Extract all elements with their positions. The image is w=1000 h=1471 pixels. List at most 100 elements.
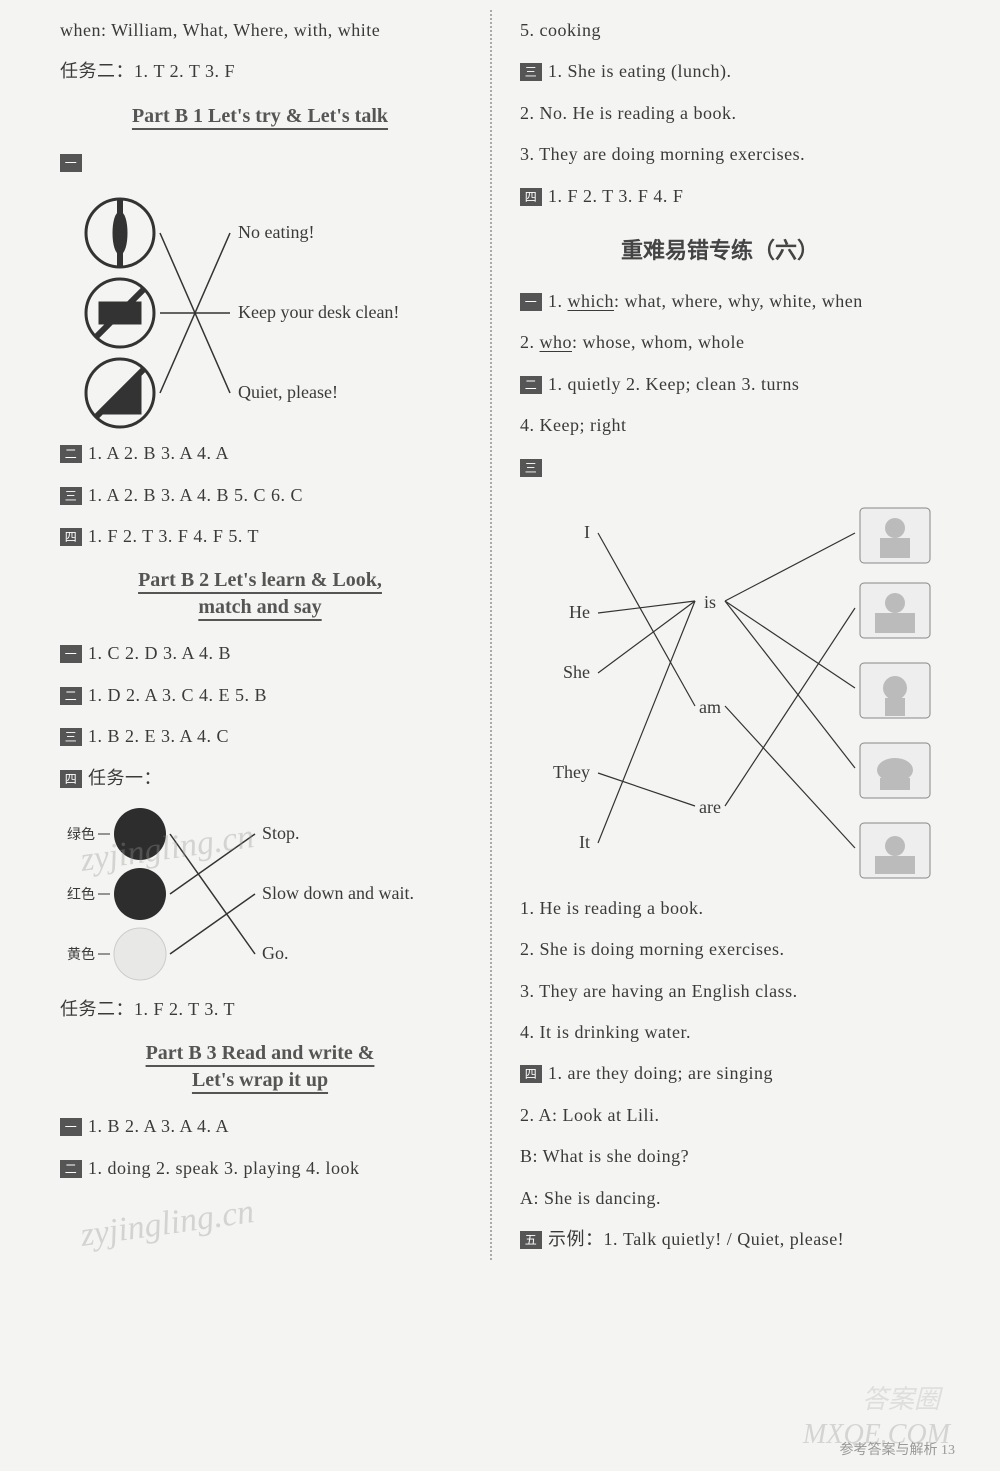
column-divider — [490, 10, 492, 1260]
answers: 1. quietly 2. Keep; clean 3. turns — [548, 374, 799, 394]
task-label: 四任务一： — [60, 758, 460, 799]
text-line: 3. They are doing morning exercises. — [520, 134, 920, 175]
text: : what, where, why, white, when — [614, 291, 863, 311]
underlined: who — [540, 332, 573, 352]
word: are — [699, 797, 721, 817]
match-label: No eating! — [238, 222, 314, 242]
answer-row: 五示例：1. Talk quietly! / Quiet, please! — [520, 1219, 920, 1260]
num-icon: 三 — [60, 728, 82, 746]
num-icon: 四 — [60, 770, 82, 788]
text-line: 任务二：1. F 2. T 3. T — [60, 989, 460, 1030]
text: 1. — [548, 291, 568, 311]
text-line: B: What is she doing? — [520, 1136, 920, 1177]
match-label: Quiet, please! — [238, 382, 338, 402]
part-title: Part B 2 Let's learn & Look, — [60, 569, 460, 592]
word: I — [584, 522, 590, 542]
num-icon: 五 — [520, 1231, 542, 1249]
num-icon: 四 — [520, 1065, 542, 1083]
num-icon: 二 — [60, 445, 82, 463]
answers: 1. A 2. B 3. A 4. A — [88, 443, 229, 463]
answer-row: 三 1. B 2. E 3. A 4. C — [60, 716, 460, 757]
color-label: 红色 — [67, 886, 95, 903]
page-footer: 参考答案与解析 13 — [840, 1439, 956, 1459]
answers: 1. B 2. A 3. A 4. A — [88, 1116, 229, 1136]
num-icon: 二 — [60, 687, 82, 705]
text-line: 2. She is doing morning exercises. — [520, 929, 920, 970]
answer-row: 四 1. are they doing; are singing — [520, 1053, 920, 1094]
answers: 1. F 2. T 3. F 4. F 5. T — [88, 526, 259, 546]
answers: 1. C 2. D 3. A 4. B — [88, 643, 231, 663]
text: 2. — [520, 332, 540, 352]
text-line: 3. They are having an English class. — [520, 971, 920, 1012]
answers: 1. F 2. T 3. F 4. F — [548, 186, 683, 206]
num-icon: 一 — [60, 645, 82, 663]
task-text: 任务一： — [88, 768, 162, 788]
word: am — [699, 697, 721, 717]
word: is — [704, 592, 716, 612]
answer-row: 一 1. which: what, where, why, white, when — [520, 281, 920, 322]
text-line: 4. It is drinking water. — [520, 1012, 920, 1053]
num-icon: 四 — [60, 528, 82, 546]
watermark: 答案圈 — [862, 1379, 940, 1416]
num-icon: 三 — [520, 459, 542, 477]
answers: 示例：1. Talk quietly! / Quiet, please! — [548, 1229, 844, 1249]
answer-row: 四 1. F 2. T 3. F 4. F 5. T — [60, 516, 460, 557]
num-icon: 二 — [60, 1160, 82, 1178]
answer-row: 二 1. A 2. B 3. A 4. A — [60, 433, 460, 474]
part-title: Part B 1 Let's try & Let's talk — [60, 105, 460, 128]
text-line: 2. A: Look at Lili. — [520, 1095, 920, 1136]
word: He — [569, 602, 590, 622]
answer-row: 二 1. D 2. A 3. C 4. E 5. B — [60, 675, 460, 716]
answers: 1. A 2. B 3. A 4. B 5. C 6. C — [88, 485, 303, 505]
underlined: which — [568, 291, 615, 311]
row-header: 一 — [60, 142, 460, 183]
word: She — [563, 662, 590, 682]
num-icon: 四 — [520, 188, 542, 206]
left-column: when: William, What, Where, with, white … — [50, 10, 490, 1260]
match-label: Go. — [262, 943, 289, 963]
answers: 1. D 2. A 3. C 4. E 5. B — [88, 685, 267, 705]
color-label: 绿色 — [67, 826, 95, 843]
answer-row: 四 1. F 2. T 3. F 4. F — [520, 176, 920, 217]
answer-row: 一 1. B 2. A 3. A 4. A — [60, 1106, 460, 1147]
answer-row: 三 1. A 2. B 3. A 4. B 5. C 6. C — [60, 475, 460, 516]
answers: 1. She is eating (lunch). — [548, 61, 731, 81]
num-icon: 一 — [520, 293, 542, 311]
match-label: Slow down and wait. — [262, 883, 414, 903]
answer-row: 一 1. C 2. D 3. A 4. B — [60, 633, 460, 674]
num-icon: 三 — [60, 487, 82, 505]
match-diagram-2: 绿色 红色 黄色 Stop. Slow down and wait. Go. — [60, 799, 450, 989]
text-line: when: William, What, Where, with, white — [60, 10, 460, 51]
text-line: A: She is dancing. — [520, 1178, 920, 1219]
text-line: 任务二：1. T 2. T 3. F — [60, 51, 460, 92]
text-line: 2. No. He is reading a book. — [520, 93, 920, 134]
num-icon: 一 — [60, 1118, 82, 1136]
right-column: 5. cooking 三 1. She is eating (lunch). 2.… — [490, 10, 930, 1260]
match-diagram-1: No eating! Keep your desk clean! Quiet, … — [60, 183, 420, 433]
text-line: 4. Keep; right — [520, 405, 920, 446]
match-label: Keep your desk clean! — [238, 302, 399, 322]
text-line: 5. cooking — [520, 10, 920, 51]
match-label: Stop. — [262, 823, 300, 843]
part-title: Part B 3 Read and write & — [60, 1042, 460, 1065]
num-icon: 三 — [520, 63, 542, 81]
part-title: match and say — [60, 596, 460, 619]
color-label: 黄色 — [67, 946, 95, 963]
text-line: 2. who: whose, whom, whole — [520, 322, 920, 363]
answer-row: 三 1. She is eating (lunch). — [520, 51, 920, 92]
text: : whose, whom, whole — [572, 332, 744, 352]
answers: 1. doing 2. speak 3. playing 4. look — [88, 1158, 359, 1178]
answers: 1. B 2. E 3. A 4. C — [88, 726, 229, 746]
row-header: 三 — [520, 447, 920, 488]
answer-row: 二 1. quietly 2. Keep; clean 3. turns — [520, 364, 920, 405]
match-diagram-3: I He She They It is am are — [520, 488, 950, 888]
answers: 1. are they doing; are singing — [548, 1063, 773, 1083]
num-icon: 二 — [520, 376, 542, 394]
answer-row: 二 1. doing 2. speak 3. playing 4. look — [60, 1148, 460, 1189]
text-line: 1. He is reading a book. — [520, 888, 920, 929]
word: It — [579, 832, 590, 852]
word: They — [553, 762, 590, 782]
section-title: 重难易错专练（六） — [520, 233, 920, 265]
num-icon: 一 — [60, 154, 82, 172]
part-title: Let's wrap it up — [60, 1069, 460, 1092]
